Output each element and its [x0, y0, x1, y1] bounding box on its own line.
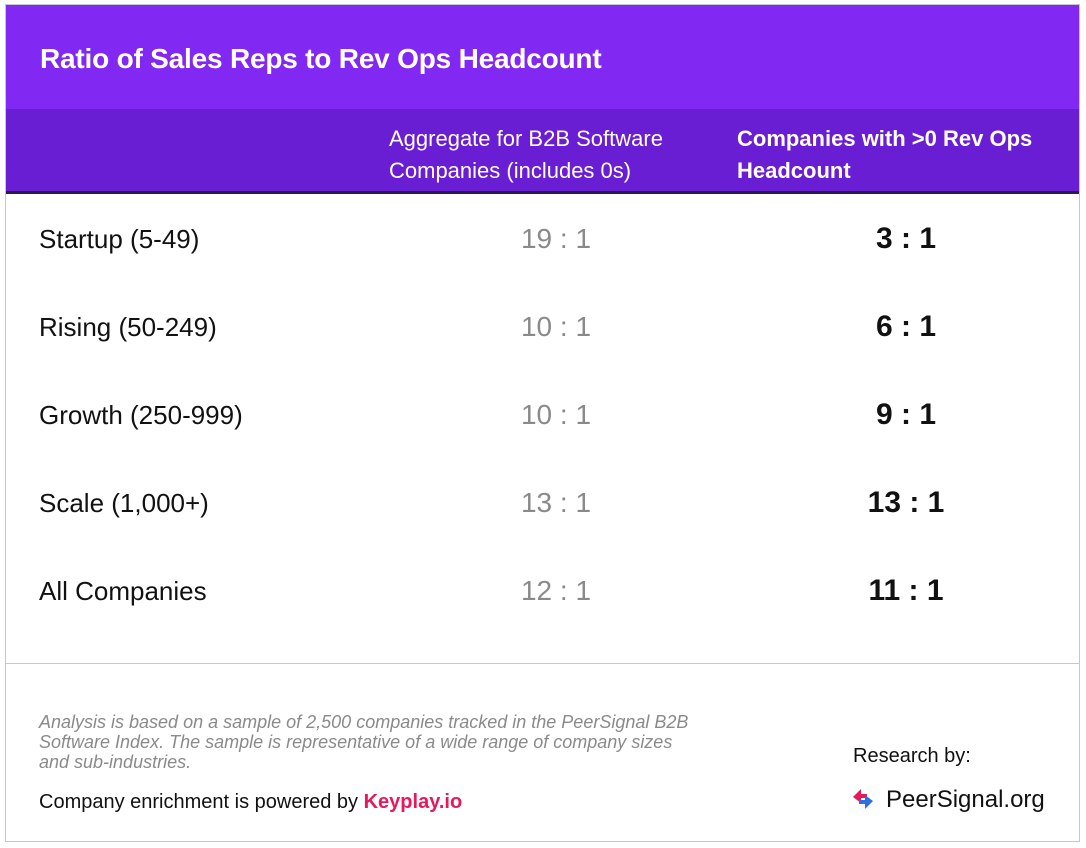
table-card: Ratio of Sales Reps to Rev Ops Headcount…: [5, 4, 1080, 842]
enrichment-prefix: Company enrichment is powered by: [39, 791, 364, 813]
nonzero-ratio: 3 : 1: [875, 222, 937, 255]
table-row: Growth (250-999) 10 : 1 9 : 1: [6, 371, 1079, 459]
row-label: Scale (1,000+): [39, 488, 209, 518]
column-header-bar: Aggregate for B2B Software Companies (in…: [6, 109, 1079, 194]
table-row: Startup (5-49) 19 : 1 3 : 1: [6, 195, 1079, 283]
table-row: All Companies 12 : 1 11 : 1: [6, 547, 1079, 635]
row-label: All Companies: [39, 576, 207, 606]
nonzero-ratio: 11 : 1: [868, 574, 944, 607]
row-label: Startup (5-49): [39, 224, 200, 254]
research-label: Research by:: [853, 745, 971, 767]
enrichment-credit: Company enrichment is powered by Keyplay…: [39, 791, 462, 814]
column-header-aggregate: Aggregate for B2B Software Companies (in…: [389, 126, 663, 183]
methodology-note: Analysis is based on a sample of 2,500 c…: [39, 712, 689, 772]
table-row: Rising (50-249) 10 : 1 6 : 1: [6, 283, 1079, 371]
nonzero-ratio: 13 : 1: [867, 486, 945, 519]
peersignal-logo-icon: [853, 789, 873, 809]
column-header-nonzero: Companies with >0 Rev Ops Headcount: [737, 126, 1033, 183]
keyplay-link[interactable]: Keyplay.io: [363, 791, 463, 813]
page-title: Ratio of Sales Reps to Rev Ops Headcount: [40, 43, 602, 74]
aggregate-ratio: 10 : 1: [520, 399, 592, 430]
nonzero-ratio: 9 : 1: [875, 398, 937, 431]
title-bar: Ratio of Sales Reps to Rev Ops Headcount: [6, 5, 1079, 109]
aggregate-ratio: 12 : 1: [520, 575, 592, 606]
nonzero-ratio: 6 : 1: [875, 310, 937, 343]
aggregate-ratio: 13 : 1: [520, 487, 592, 518]
brand-name: PeerSignal.org: [886, 786, 1045, 813]
aggregate-ratio: 19 : 1: [520, 223, 592, 254]
row-label: Rising (50-249): [39, 312, 217, 342]
aggregate-ratio: 10 : 1: [520, 311, 592, 342]
footer-divider: [6, 663, 1079, 664]
row-label: Growth (250-999): [39, 400, 243, 430]
table-row: Scale (1,000+) 13 : 1 13 : 1: [6, 459, 1079, 547]
